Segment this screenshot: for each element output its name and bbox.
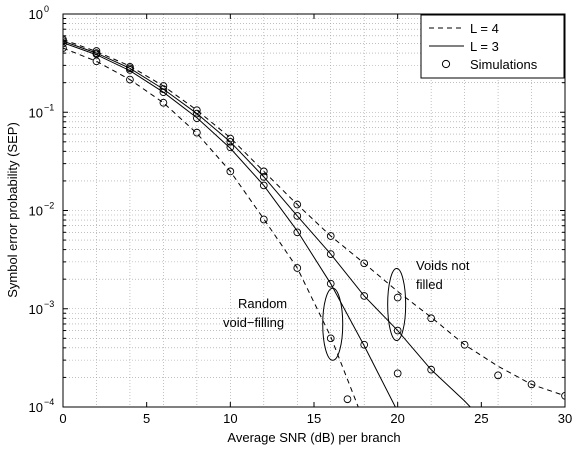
x-tick-labels: 0 5 10 15 20 25 30 bbox=[59, 411, 572, 426]
y-tick-label-exp: −3 bbox=[44, 299, 54, 309]
simulation-point bbox=[259, 167, 268, 176]
x-tick-label: 10 bbox=[223, 411, 237, 426]
simulation-point bbox=[326, 250, 335, 258]
simulation-point bbox=[159, 88, 168, 97]
simulation-point bbox=[193, 109, 201, 118]
x-tick-label: 20 bbox=[390, 411, 404, 426]
annotation-ellipse-voids bbox=[387, 268, 407, 342]
simulation-point bbox=[527, 380, 536, 389]
x-tick-label: 25 bbox=[474, 411, 488, 426]
x-tick-label: 0 bbox=[59, 411, 66, 426]
y-tick-label-base: 10 bbox=[29, 400, 43, 415]
simulation-point bbox=[460, 340, 469, 349]
annotations: Random void−filling Voids not filled bbox=[223, 258, 470, 361]
simulation-point bbox=[159, 82, 168, 90]
annotation-text-voids-line1: Voids not bbox=[416, 258, 470, 273]
series-line-dashed-3 bbox=[63, 39, 565, 397]
simulation-point bbox=[63, 37, 67, 45]
simulation-point bbox=[126, 75, 134, 84]
series-line-solid-2 bbox=[63, 42, 396, 407]
simulation-point bbox=[259, 215, 268, 224]
series-lines bbox=[63, 39, 565, 407]
simulation-point bbox=[226, 137, 235, 146]
y-tick-label-base: 10 bbox=[29, 7, 43, 22]
simulation-point bbox=[159, 98, 168, 107]
simulation-point bbox=[326, 334, 335, 343]
simulation-point bbox=[393, 293, 402, 302]
simulation-point bbox=[293, 264, 302, 272]
y-tick-label-base: 10 bbox=[29, 105, 43, 120]
simulation-point bbox=[343, 395, 352, 404]
simulation-point bbox=[159, 85, 168, 93]
x-axis-label: Average SNR (dB) per branch bbox=[227, 430, 400, 445]
simulation-point bbox=[63, 44, 67, 52]
axis-ticks bbox=[62, 14, 566, 408]
simulation-point bbox=[126, 64, 134, 73]
simulation-point bbox=[360, 259, 369, 268]
simulation-point bbox=[193, 114, 201, 123]
legend-entry-l4: L = 4 bbox=[470, 21, 499, 36]
legend: L = 4 L = 3 Simulations bbox=[420, 14, 565, 79]
legend-marker-circle bbox=[441, 59, 451, 69]
annotation-ellipse-random bbox=[322, 287, 344, 361]
simulation-point bbox=[360, 292, 369, 300]
simulation-point bbox=[226, 143, 235, 152]
simulation-point bbox=[326, 232, 335, 240]
simulation-point bbox=[326, 279, 335, 288]
x-tick-label: 5 bbox=[143, 411, 150, 426]
y-axis-label: Symbol error probability (SEP) bbox=[5, 122, 20, 298]
x-tick-label: 30 bbox=[558, 411, 572, 426]
simulation-point bbox=[427, 365, 435, 374]
simulation-point bbox=[92, 47, 101, 55]
y-tick-label-exp: −4 bbox=[44, 397, 54, 407]
simulation-point bbox=[63, 39, 67, 48]
simulation-point bbox=[293, 212, 302, 220]
simulation-point bbox=[393, 369, 402, 378]
simulation-point bbox=[393, 326, 402, 335]
y-tick-label-base: 10 bbox=[29, 302, 43, 317]
simulation-markers bbox=[63, 35, 565, 404]
simulation-point bbox=[92, 49, 101, 57]
simulation-point bbox=[293, 200, 302, 209]
series-line-dashed-1 bbox=[63, 47, 359, 407]
annotation-text-voids-line2: filled bbox=[416, 277, 443, 292]
y-tick-label-exp: −1 bbox=[44, 102, 54, 112]
simulation-point bbox=[259, 173, 268, 181]
simulation-point bbox=[494, 371, 502, 380]
x-tick-label: 15 bbox=[307, 411, 321, 426]
annotation-text-random-line2: void−filling bbox=[223, 315, 284, 330]
series-line-solid-4 bbox=[63, 40, 472, 407]
simulation-point bbox=[427, 314, 435, 323]
simulation-point bbox=[360, 340, 369, 349]
simulation-point bbox=[193, 106, 201, 115]
annotation-text-random-line1: Random bbox=[238, 296, 287, 311]
simulation-point bbox=[226, 167, 235, 176]
y-tick-label-exp: 0 bbox=[44, 4, 49, 14]
legend-entry-simulations: Simulations bbox=[470, 57, 538, 72]
simulation-point bbox=[293, 228, 302, 237]
plot-background bbox=[63, 14, 565, 407]
y-tick-label-exp: −2 bbox=[44, 201, 54, 211]
legend-entry-l3: L = 3 bbox=[470, 39, 499, 54]
y-tick-label-base: 10 bbox=[29, 204, 43, 219]
simulation-point bbox=[259, 181, 268, 190]
simulation-point bbox=[193, 128, 201, 137]
simulation-point bbox=[226, 134, 235, 143]
